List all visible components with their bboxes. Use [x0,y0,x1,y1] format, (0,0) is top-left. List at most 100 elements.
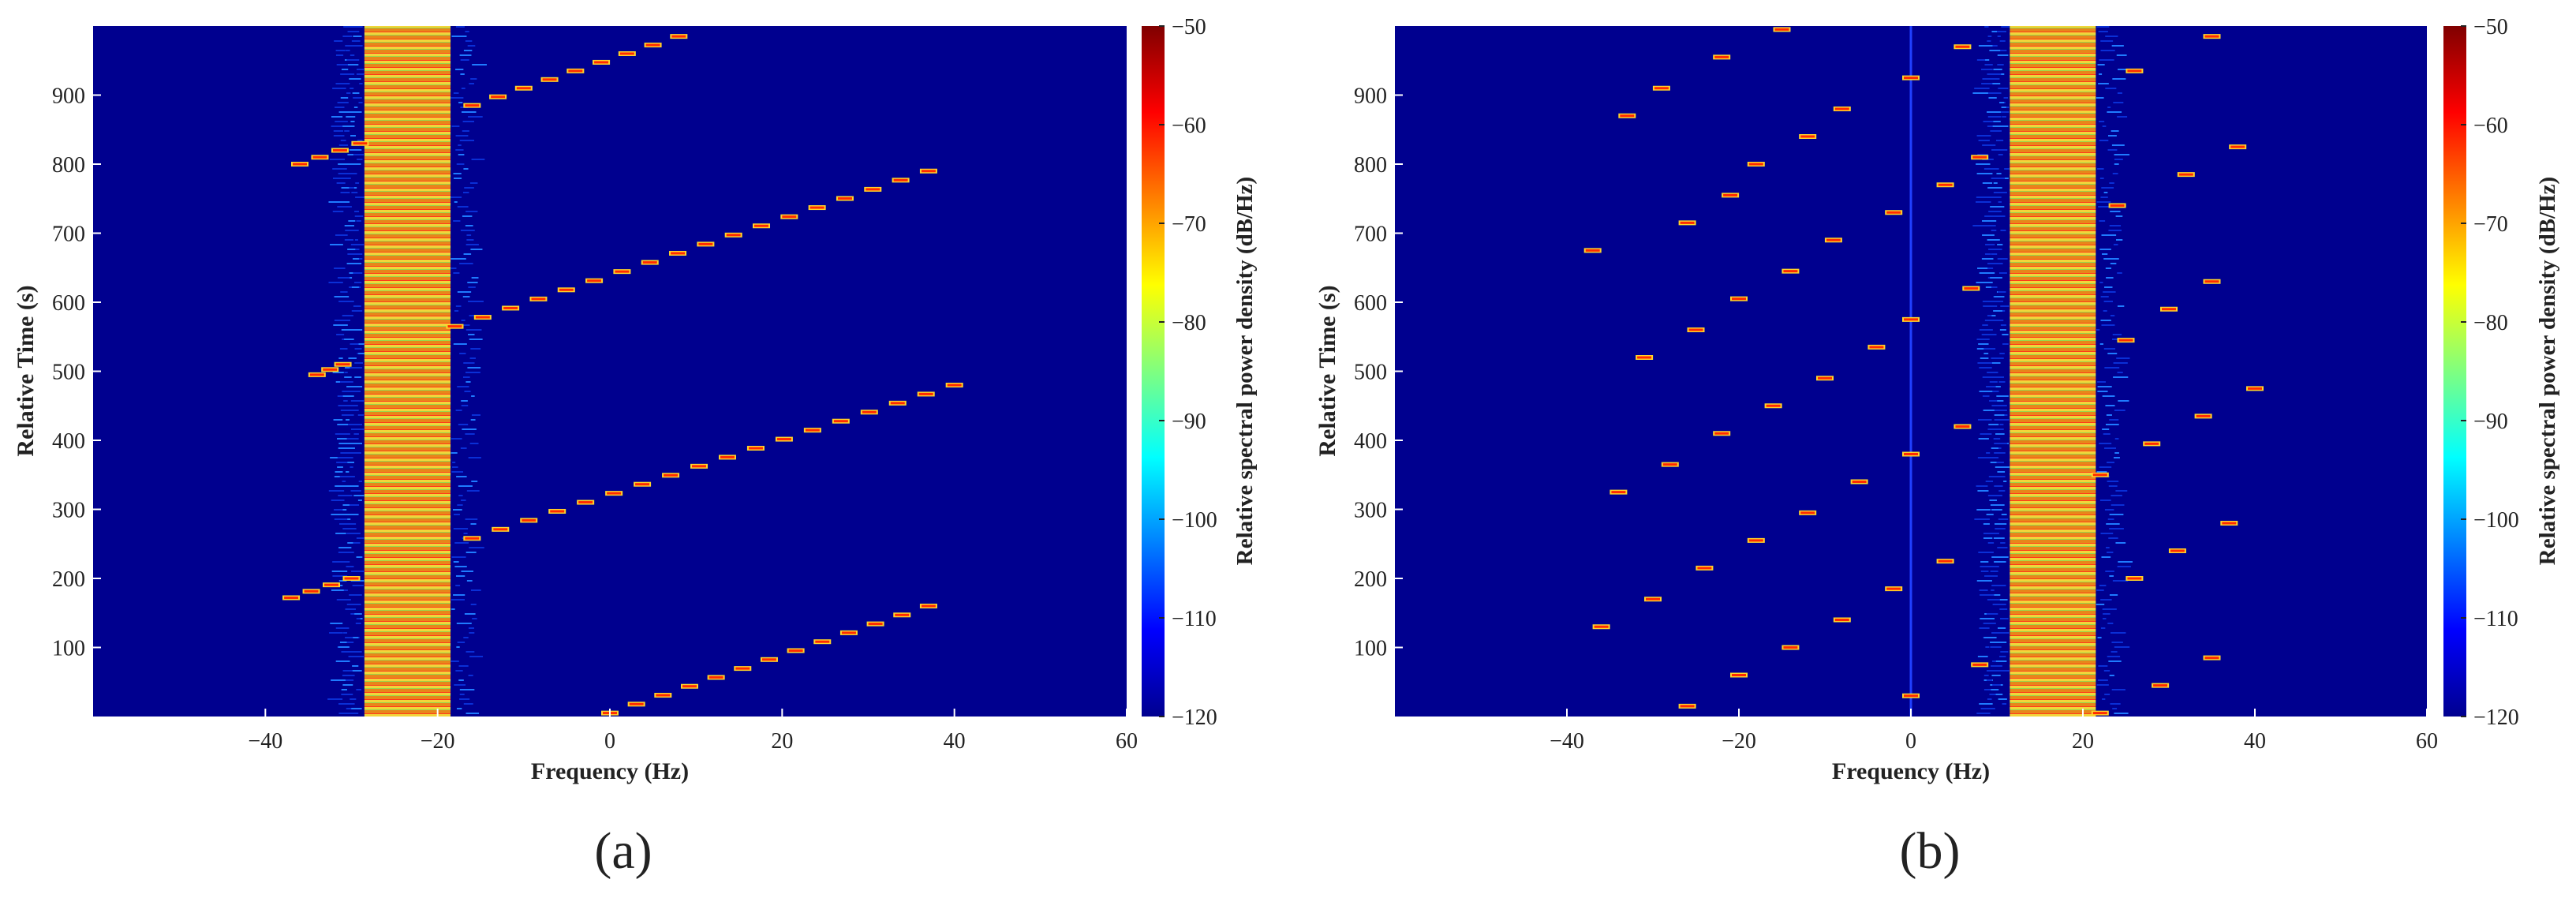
band-noise-streak [344,514,359,515]
band-noise-streak [358,353,365,354]
band-noise-streak [2000,305,2010,307]
band-noise-streak [353,154,365,155]
band-noise-streak [2103,348,2116,350]
band-noise-streak [458,485,473,487]
band-noise-streak [345,608,353,610]
tone-core [1637,356,1652,359]
band-noise-streak [332,211,344,212]
band-noise-streak [339,381,353,383]
colorbar-tick-label: −120 [1172,705,1217,730]
band-noise-streak [2107,149,2118,151]
tone-core [1818,376,1832,380]
band-noise-streak [1987,116,2002,118]
band-noise-streak [333,324,348,326]
band-noise-streak [2112,580,2129,582]
band-noise-streak [461,88,465,89]
tone-core [1748,163,1763,166]
band-noise-streak [1995,528,2002,529]
band-noise-streak [455,305,462,307]
tone-core [692,465,707,468]
y-tick-label: 300 [1354,499,1387,523]
band-noise-streak [2100,50,2115,51]
band-noise-streak [472,618,477,619]
tone-core [559,288,574,291]
band-noise-streak [2000,230,2006,231]
tone-core [493,528,508,531]
band-noise-streak [1986,514,1994,515]
band-noise-streak [1983,689,1992,690]
band-noise-streak [1991,632,2006,634]
band-noise-streak [460,59,469,61]
band-noise-streak [342,315,353,316]
band-noise-streak [2104,694,2111,695]
band-noise-streak [455,135,469,137]
band-noise-streak [454,201,458,203]
x-tick-label: −40 [1550,729,1584,754]
jammer-band-b [2010,26,2096,717]
tone-core [522,518,537,522]
band-noise-streak [2113,244,2118,245]
tone-core [642,261,657,264]
band-noise-streak [468,301,484,302]
band-noise-streak [1992,125,2009,127]
band-noise-streak [341,187,357,189]
band-noise-streak [471,395,475,397]
band-noise-streak [2103,192,2108,193]
band-noise-streak [2111,642,2123,643]
band-noise-streak [2108,485,2118,487]
tone-core [1654,87,1669,90]
band-noise-streak [2002,116,2006,118]
band-noise-streak [2106,414,2112,416]
band-noise-streak [346,438,359,440]
band-noise-streak [350,367,363,369]
tone-core [1714,55,1729,58]
band-noise-streak [1978,343,1989,345]
band-noise-streak [470,589,481,591]
band-noise-streak [2117,566,2131,567]
band-noise-streak [337,102,349,103]
tone-core [550,510,565,513]
band-noise-streak [2112,78,2126,80]
band-noise-streak [1996,173,2002,174]
band-noise-streak [451,660,459,662]
colorbar-tick-label: −50 [1172,15,1206,39]
band-noise-streak [344,504,360,506]
band-noise-streak [333,130,344,132]
band-noise-streak [1984,580,1991,582]
band-noise-streak [355,196,363,198]
tone-core [1723,193,1738,196]
y-tick-label: 300 [52,499,85,523]
band-noise-streak [2107,623,2114,624]
band-noise-streak [354,239,358,241]
tone-core [2144,442,2159,445]
band-noise-streak [356,556,362,558]
band-noise-streak [346,419,350,421]
band-noise-streak [1987,372,1998,373]
band-noise-streak [2000,651,2006,653]
band-noise-streak [1989,50,2001,51]
band-noise-streak [1994,599,2008,601]
band-noise-streak [1985,59,1990,61]
band-noise-streak [2102,618,2107,619]
band-noise-streak [1989,286,1998,288]
band-noise-streak [1977,457,1994,458]
band-noise-streak [468,627,475,629]
band-noise-streak [2097,637,2102,638]
band-noise-streak [1990,571,1998,572]
band-noise-streak [1997,471,2006,473]
tone-core [833,420,848,423]
tone-core [607,492,622,495]
band-noise-streak [1994,414,2005,416]
band-noise-streak [2109,225,2122,226]
tone-core [1766,404,1781,407]
band-noise-streak [458,144,462,146]
band-noise-streak [1993,182,1998,184]
band-noise-streak [357,69,365,70]
band-noise-streak [1988,320,2004,321]
band-noise-streak [463,703,473,705]
band-noise-streak [455,69,464,70]
colorbar-tick-label: −60 [2473,114,2508,138]
band-noise-streak [344,372,348,373]
band-noise-streak [1989,500,1995,501]
tone-core [1732,674,1746,676]
